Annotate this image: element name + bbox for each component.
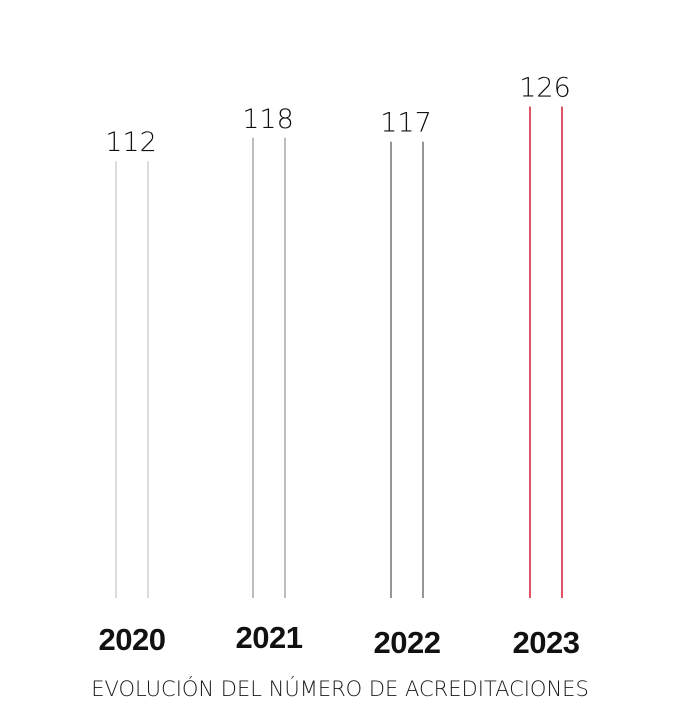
bar-2021 (252, 137, 286, 598)
category-label-2023: 2023 (513, 625, 580, 660)
category-label-2022: 2022 (374, 625, 441, 660)
category-label-2021: 2021 (236, 620, 303, 655)
chart-caption: EVOLUCIÓN DEL NÚMERO DE ACREDITACIONES (91, 677, 589, 701)
bar-2022 (390, 141, 424, 598)
category-label-2020: 2020 (99, 622, 166, 657)
data-label-2023: 126 (519, 73, 571, 104)
data-label-2022: 117 (380, 108, 432, 139)
data-label-2021: 118 (242, 104, 294, 135)
bar-2023 (529, 106, 563, 598)
data-label-2020: 112 (105, 127, 157, 158)
bar-2020 (115, 161, 149, 598)
